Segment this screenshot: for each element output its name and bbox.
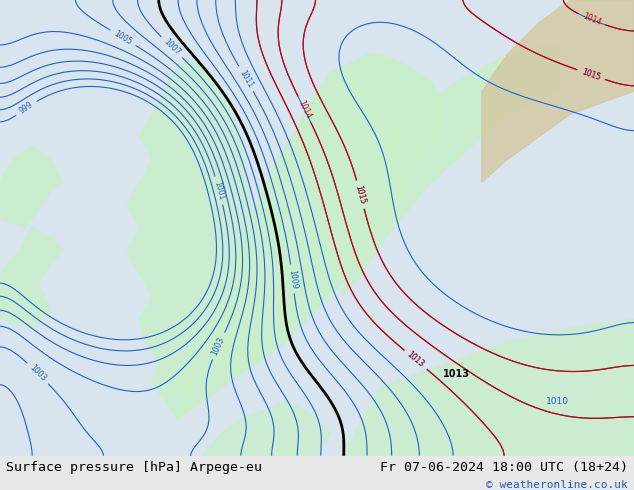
Text: 1013: 1013 bbox=[405, 350, 426, 369]
Polygon shape bbox=[0, 146, 63, 228]
Text: 999: 999 bbox=[18, 100, 35, 116]
Text: 1015: 1015 bbox=[354, 184, 367, 205]
Polygon shape bbox=[127, 59, 266, 419]
Text: 1003: 1003 bbox=[28, 364, 48, 383]
Text: Fr 07-06-2024 18:00 UTC (18+24): Fr 07-06-2024 18:00 UTC (18+24) bbox=[380, 461, 628, 474]
Text: 1009: 1009 bbox=[287, 269, 298, 289]
Text: 1010: 1010 bbox=[547, 396, 569, 406]
Text: 1015: 1015 bbox=[581, 67, 602, 82]
Text: 1015: 1015 bbox=[581, 67, 602, 82]
Text: © weatheronline.co.uk: © weatheronline.co.uk bbox=[486, 480, 628, 490]
Text: 1013: 1013 bbox=[443, 368, 470, 379]
Text: 1007: 1007 bbox=[162, 37, 182, 57]
Text: 1014: 1014 bbox=[581, 12, 602, 27]
Text: 1003: 1003 bbox=[210, 335, 226, 357]
Text: 1001: 1001 bbox=[212, 180, 226, 201]
Text: Surface pressure [hPa] Arpege-eu: Surface pressure [hPa] Arpege-eu bbox=[6, 461, 262, 474]
Polygon shape bbox=[342, 46, 558, 296]
Polygon shape bbox=[0, 228, 63, 328]
Text: 1013: 1013 bbox=[405, 350, 426, 369]
Polygon shape bbox=[203, 401, 330, 456]
Polygon shape bbox=[178, 55, 444, 419]
Text: 1014: 1014 bbox=[296, 99, 313, 121]
Text: 1005: 1005 bbox=[112, 29, 134, 47]
Polygon shape bbox=[482, 0, 634, 182]
Text: 1015: 1015 bbox=[354, 184, 367, 205]
Text: 1011: 1011 bbox=[237, 68, 255, 89]
Polygon shape bbox=[342, 319, 634, 456]
Polygon shape bbox=[0, 0, 634, 456]
